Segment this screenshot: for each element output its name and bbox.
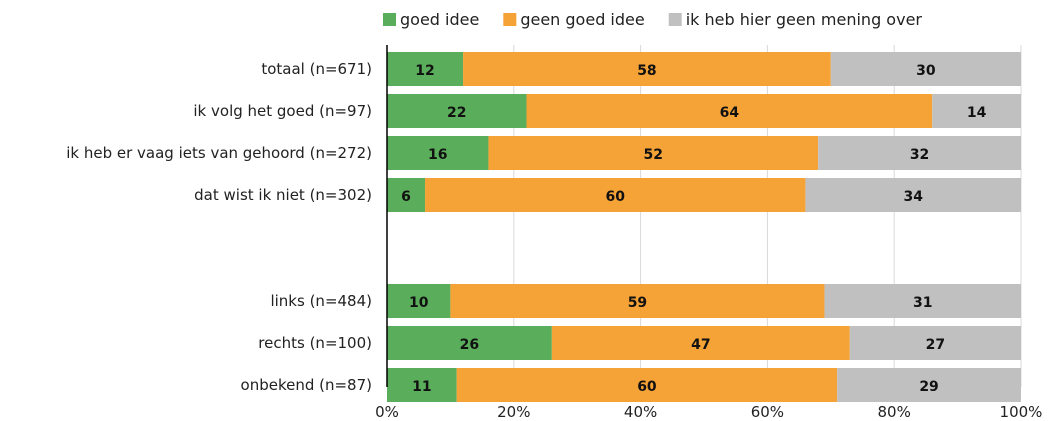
legend-swatch	[383, 13, 396, 26]
data-label: 29	[919, 379, 938, 395]
category-label: rechts (n=100)	[258, 334, 372, 352]
bar-segment	[837, 368, 1021, 402]
category-label: ik volg het goed (n=97)	[193, 102, 372, 120]
bar-segment	[450, 284, 825, 318]
bar-segment	[387, 326, 552, 360]
bar-segment	[456, 368, 838, 402]
bar-segment	[463, 52, 831, 86]
data-label: 6	[401, 189, 411, 205]
bar-segment	[387, 178, 426, 212]
bar-segment	[425, 178, 806, 212]
data-label: 47	[691, 337, 710, 353]
bar-segment	[387, 52, 464, 86]
bars: 12 58 30 22 64 14 16 52 32 6 60 34 10 59 31 26 47 27 11 60 2…	[387, 52, 1021, 402]
legend-label: ik heb hier geen mening over	[686, 10, 923, 29]
data-label: 16	[428, 147, 447, 163]
bar-segment	[805, 178, 1021, 212]
data-label: 34	[903, 189, 923, 205]
legend-swatch	[668, 13, 682, 26]
data-label: 60	[637, 379, 657, 395]
x-tick-label: 60%	[751, 403, 784, 421]
data-label: 30	[916, 63, 936, 79]
bar-segment	[849, 326, 1021, 360]
bar-segment	[830, 52, 1021, 86]
x-tick-label: 20%	[497, 403, 530, 421]
bar-segment	[526, 94, 933, 128]
bar-segment	[824, 284, 1021, 318]
category-labels: totaal (n=671) ik volg het goed (n=97) ik …	[66, 60, 372, 394]
legend: goed idee geen goed idee ik heb hier geen …	[383, 10, 922, 29]
bar-segment	[932, 94, 1021, 128]
bar-segment	[387, 94, 527, 128]
legend-label: goed idee	[400, 10, 479, 29]
category-label: dat wist ik niet (n=302)	[194, 186, 372, 204]
data-label: 58	[637, 63, 656, 79]
data-label: 10	[409, 295, 429, 311]
category-label: totaal (n=671)	[261, 60, 372, 78]
bar-segment	[387, 368, 457, 402]
data-label: 14	[967, 105, 987, 121]
x-axis-ticks: 0% 20% 40% 60% 80% 100%	[375, 403, 1042, 421]
bar-segment	[488, 136, 819, 170]
data-label: 59	[628, 295, 647, 311]
data-label: 11	[412, 379, 431, 395]
x-tick-label: 80%	[878, 403, 911, 421]
category-label: links (n=484)	[270, 292, 372, 310]
x-tick-label: 40%	[624, 403, 657, 421]
category-label: onbekend (n=87)	[241, 376, 372, 394]
data-label: 60	[605, 189, 625, 205]
data-label: 22	[447, 105, 466, 121]
bar-segment	[387, 136, 489, 170]
data-label: 27	[926, 337, 945, 353]
data-label: 26	[460, 337, 479, 353]
legend-label: geen goed idee	[520, 10, 644, 29]
data-label: 52	[644, 147, 663, 163]
bar-segment	[551, 326, 850, 360]
data-label: 31	[913, 295, 932, 311]
data-label: 64	[720, 105, 740, 121]
x-tick-label: 0%	[375, 403, 399, 421]
legend-swatch	[503, 13, 517, 26]
category-label: ik heb er vaag iets van gehoord (n=272)	[66, 144, 372, 162]
data-label: 12	[415, 63, 434, 79]
bar-segment	[818, 136, 1021, 170]
bar-segment	[387, 284, 451, 318]
x-tick-label: 100%	[1000, 403, 1043, 421]
data-label: 32	[910, 147, 929, 163]
